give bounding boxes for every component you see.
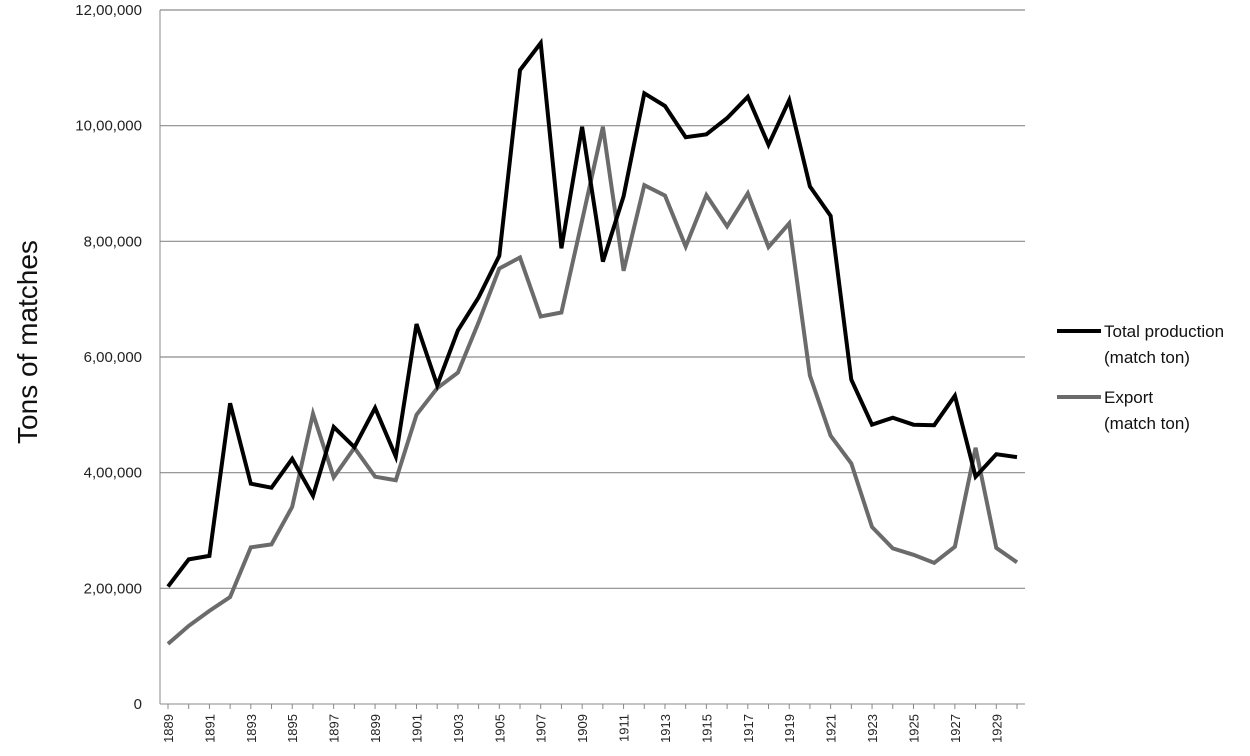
y-tick-label: 6,00,000 bbox=[84, 349, 142, 366]
x-tick-label: 1909 bbox=[575, 714, 590, 743]
x-tick-labels: 1889 1891 1893 1895 1897 1899 1901 1903 1905 1907… bbox=[161, 704, 1018, 743]
x-tick-label: 1907 bbox=[534, 714, 549, 743]
legend-label: (match ton) bbox=[1104, 414, 1190, 433]
x-tick-label: 1921 bbox=[824, 714, 839, 743]
gridlines bbox=[160, 9, 1025, 589]
x-tick-label: 1915 bbox=[699, 714, 714, 743]
y-tick-label: 8,00,000 bbox=[84, 233, 142, 250]
x-tick-label: 1905 bbox=[492, 714, 507, 743]
y-tick-label: 0 bbox=[134, 696, 142, 713]
series-line-export-match-ton bbox=[166, 126, 1019, 646]
x-tick-label: 1897 bbox=[327, 714, 342, 743]
y-tick-labels: 0 2,00,000 4,00,000 6,00,000 8,00,000 10,00,0… bbox=[75, 2, 142, 713]
x-tick-label: 1895 bbox=[285, 714, 300, 743]
x-tick-label: 1891 bbox=[202, 714, 217, 743]
x-tick-label: 1927 bbox=[948, 714, 963, 743]
series-lines bbox=[166, 37, 1019, 646]
y-tick-label: 12,00,000 bbox=[75, 2, 142, 19]
x-tick-label: 1919 bbox=[782, 714, 797, 743]
x-tick-label: 1913 bbox=[658, 714, 673, 743]
legend-label: Export bbox=[1104, 388, 1153, 407]
x-tick-label: 1889 bbox=[161, 714, 176, 743]
x-tick-label: 1899 bbox=[368, 714, 383, 743]
x-tick-label: 1893 bbox=[244, 714, 259, 743]
x-tick-label: 1911 bbox=[617, 714, 632, 742]
y-tick-label: 2,00,000 bbox=[84, 580, 142, 597]
y-tick-label: 10,00,000 bbox=[75, 118, 142, 135]
legend-label: Total production bbox=[1104, 322, 1224, 341]
x-tick-label: 1901 bbox=[409, 714, 424, 743]
x-tick-label: 1903 bbox=[451, 714, 466, 743]
y-axis-label: Tons of matches bbox=[12, 240, 43, 444]
x-tick-label: 1923 bbox=[865, 714, 880, 743]
legend-label: (match ton) bbox=[1104, 348, 1190, 367]
x-tick-label: 1925 bbox=[906, 714, 921, 743]
x-tick-label: 1917 bbox=[741, 714, 756, 743]
x-tick-label: 1929 bbox=[989, 714, 1004, 743]
series-line-total-production-match-ton bbox=[166, 37, 1018, 588]
y-tick-label: 4,00,000 bbox=[84, 465, 142, 482]
legend: Total production (match ton) Export (match … bbox=[1057, 322, 1224, 433]
